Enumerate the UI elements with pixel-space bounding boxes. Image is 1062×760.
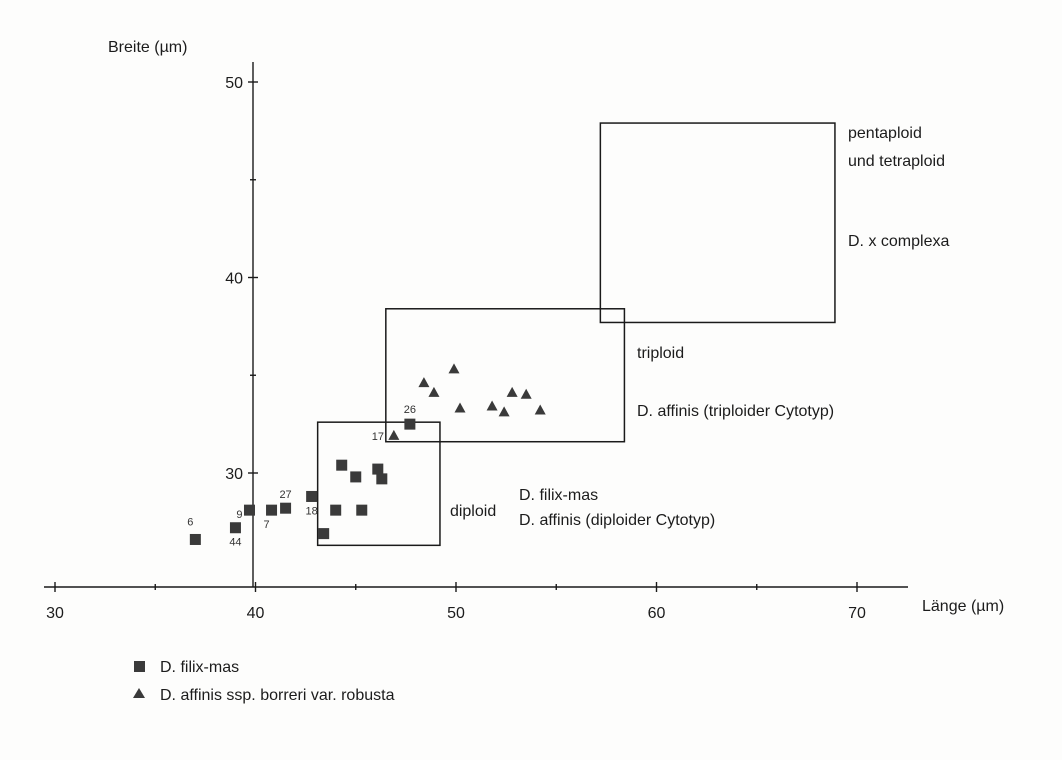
point-label: 44 — [229, 537, 241, 549]
triangle-point — [418, 377, 430, 388]
square-point — [372, 463, 384, 475]
region-label: D. x complexa — [848, 233, 949, 250]
triangle-point — [388, 429, 400, 440]
region-label: D. filix-mas — [519, 487, 598, 504]
x-axis-label: Länge (µm) — [922, 598, 1004, 615]
region-label: D. affinis (diploider Cytotyp) — [519, 512, 715, 529]
x-tick-label: 70 — [848, 605, 866, 622]
x-tick-label: 60 — [648, 605, 666, 622]
triangle-point — [498, 406, 510, 417]
x-tick-label: 40 — [247, 605, 265, 622]
triangle-point — [506, 386, 518, 397]
triangle-point — [534, 404, 546, 415]
square-point — [404, 418, 416, 430]
y-tick-label: 40 — [225, 271, 243, 288]
y-axis-label: Breite (µm) — [108, 39, 187, 56]
triangle-point — [486, 400, 498, 411]
square-point — [336, 459, 348, 471]
square-point — [243, 504, 255, 516]
legend: D. filix-mas D. affinis ssp. borreri var… — [133, 659, 395, 704]
legend-square-marker — [134, 661, 145, 672]
ploidy-region-box — [599, 122, 836, 324]
square-point — [266, 504, 278, 516]
region-label: pentaploid — [848, 125, 922, 142]
data-points: 6 44 9 7 27 18 26 17 — [187, 363, 546, 549]
point-label: 17 — [372, 431, 384, 443]
ticks: 30 40 50 60 70 30 40 50 — [46, 75, 866, 622]
point-label: 9 — [236, 509, 242, 521]
point-label: 26 — [404, 404, 416, 416]
x-tick-label: 30 — [46, 605, 64, 622]
triangle-point — [448, 363, 460, 374]
square-point — [376, 473, 388, 485]
y-tick-label: 50 — [225, 75, 243, 92]
x-tick-label: 50 — [447, 605, 465, 622]
triangle-point — [454, 402, 466, 413]
ploidy-region-box — [385, 308, 626, 443]
square-point — [330, 504, 342, 516]
square-point — [229, 522, 241, 534]
ploidy-regions: diploid D. filix-mas D. affinis (diploider… — [316, 122, 949, 547]
legend-item-label: D. filix-mas — [160, 659, 239, 676]
square-point — [356, 504, 368, 516]
legend-item-label: D. affinis ssp. borreri var. robusta — [160, 687, 395, 704]
region-label: triploid — [637, 345, 684, 362]
triangle-point — [520, 388, 532, 399]
axes: Breite (µm) Länge (µm) — [44, 39, 1004, 615]
triangle-point — [428, 386, 440, 397]
square-point — [280, 502, 292, 514]
region-label: diploid — [450, 503, 496, 520]
region-label: und tetraploid — [848, 153, 945, 170]
point-label: 7 — [263, 519, 269, 531]
legend-triangle-marker — [133, 688, 145, 698]
square-point — [318, 528, 330, 540]
square-point — [189, 533, 201, 545]
region-label: D. affinis (triploider Cytotyp) — [637, 403, 834, 420]
y-tick-label: 30 — [225, 466, 243, 483]
point-label: 6 — [187, 516, 193, 528]
ploidy-region-box — [316, 421, 441, 547]
square-point — [350, 471, 362, 483]
point-label: 18 — [306, 505, 318, 517]
square-point — [306, 490, 318, 502]
point-label: 27 — [279, 489, 291, 501]
